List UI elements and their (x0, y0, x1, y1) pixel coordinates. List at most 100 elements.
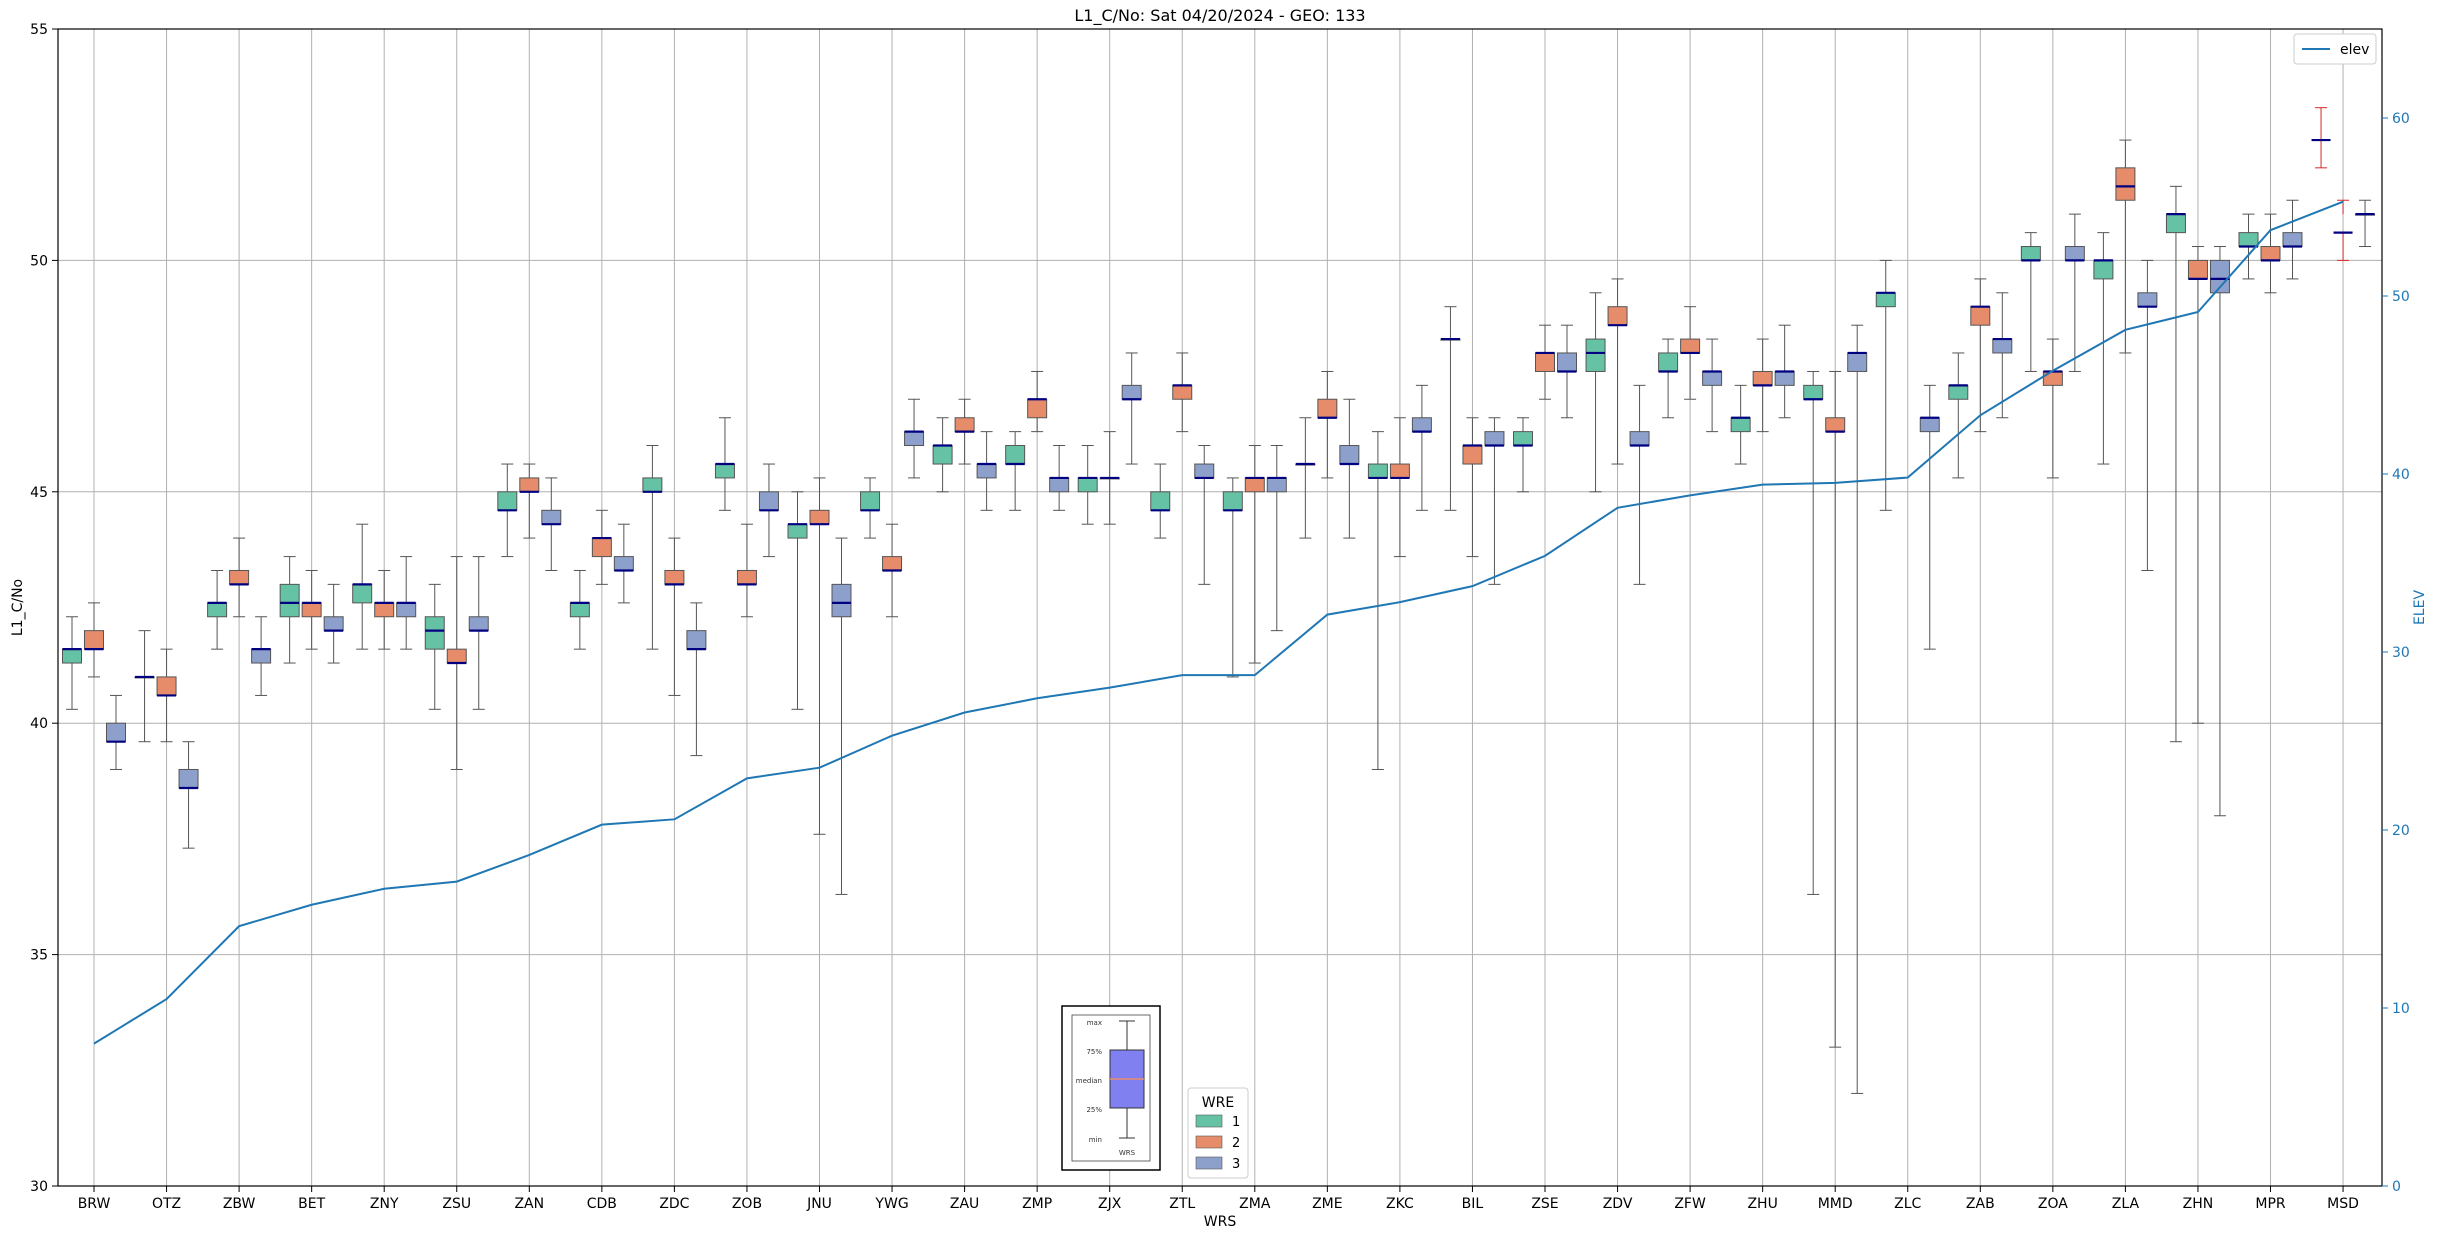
box-wre-2 (2115, 167, 2136, 201)
x-tick-label: ZAN (514, 1196, 544, 1212)
box-wre-2 (2260, 246, 2281, 261)
elev-legend-box (2293, 33, 2377, 65)
box-wre-3 (106, 722, 126, 743)
elev-line (93, 200, 2344, 1045)
key-label: max (1087, 1019, 1102, 1027)
x-tick-label: ZJX (1098, 1196, 1122, 1212)
x-tick-label: MSD (2327, 1196, 2359, 1212)
box-wre-2 (591, 537, 612, 558)
box-wre-2 (2042, 370, 2063, 386)
box-wre-3 (323, 616, 344, 632)
y-tick-label: 45 (30, 485, 48, 501)
y-tick-label: 30 (30, 1179, 48, 1195)
x-tick-label: ZDC (659, 1196, 689, 1212)
box-wre-3 (1919, 417, 1940, 433)
y2-tick-label: 30 (2392, 645, 2410, 661)
box-wre-2 (2187, 259, 2208, 280)
x-tick-label: BET (298, 1196, 325, 1212)
wre-legend-label: 1 (1232, 1115, 1240, 1130)
box-wre-2 (229, 569, 250, 585)
box-wre-1 (279, 583, 300, 618)
box-wre-2 (156, 676, 177, 696)
box-wre-3 (976, 463, 997, 479)
box-wre-3 (541, 509, 562, 525)
box-wre-3 (613, 556, 634, 571)
y2-tick-label: 20 (2392, 823, 2410, 839)
box-wre-1 (1077, 477, 1098, 493)
x-tick-label: ZDV (1603, 1196, 1633, 1212)
box-wre-3 (1484, 431, 1505, 447)
key-label: 75% (1086, 1048, 1102, 1056)
box-wre-3 (1339, 445, 1360, 465)
elev-legend-label: elev (2340, 42, 2369, 58)
wre-legend-title: WRE (1202, 1095, 1234, 1111)
box-wre-3 (2137, 292, 2158, 308)
box-wre-3 (1411, 417, 1432, 433)
x-tick-label: CDB (587, 1196, 617, 1212)
box-wre-3 (468, 616, 489, 632)
y2-tick-label: 40 (2392, 467, 2410, 483)
wre-legend-swatch (1195, 1156, 1223, 1170)
box-wre-2 (1535, 352, 1555, 372)
x-tick-label: MMD (1818, 1196, 1853, 1212)
box-wre-3 (1557, 352, 1577, 372)
box-wre-1 (1150, 491, 1171, 511)
box-wre-2 (1970, 306, 1991, 326)
box-wre-1 (1875, 292, 1896, 308)
box-wre-1 (2020, 246, 2041, 261)
box-wre-3 (758, 491, 779, 511)
x-tick-label: ZAB (1966, 1196, 1995, 1212)
box-wre-1 (1730, 417, 1751, 433)
x-tick-label: ZME (1312, 1196, 1343, 1212)
x-tick-label: ZLC (1894, 1196, 1921, 1212)
box-wre-1 (860, 491, 881, 511)
box-wre-2 (1389, 463, 1410, 479)
box-wre-2 (954, 417, 975, 433)
y2-axis-label: ELEV (2412, 590, 2428, 625)
x-tick-label: MPR (2255, 1196, 2286, 1212)
box-wre-1 (62, 648, 82, 664)
wre-legend-label: 2 (1232, 1136, 1240, 1151)
box-wre-2 (1680, 338, 1701, 354)
wre-legend-swatch (1195, 1135, 1223, 1149)
box-wre-2 (1462, 445, 1483, 465)
y2-tick-label: 0 (2392, 1179, 2401, 1195)
y-tick-label: 35 (30, 948, 48, 964)
box-wre-2 (1317, 398, 1338, 419)
y-tick-label: 50 (30, 253, 48, 269)
box-wre-1 (714, 463, 735, 479)
box-wre-1 (497, 491, 518, 511)
box-wre-1 (2238, 232, 2259, 248)
box-wre-3 (1992, 338, 2013, 354)
y2-tick-label: 10 (2392, 1001, 2410, 1017)
key-label: median (1076, 1077, 1102, 1085)
box-wre-2 (84, 630, 104, 650)
x-tick-label: ZKC (1386, 1196, 1414, 1212)
key-label: min (1089, 1136, 1102, 1144)
x-tick-label: ZHN (2183, 1196, 2214, 1212)
box-wre-2 (374, 602, 395, 618)
box-wre-1 (569, 602, 590, 618)
x-tick-label: ZNY (370, 1196, 399, 1212)
x-tick-label: ZOB (732, 1196, 762, 1212)
box-wre-3 (2282, 232, 2303, 248)
box-wre-3 (1774, 370, 1795, 386)
box-wre-2 (882, 556, 903, 571)
box-wre-2 (664, 569, 685, 585)
box-wre-2 (736, 569, 757, 585)
box-wre-3 (1121, 384, 1142, 400)
box-wre-1 (642, 477, 663, 493)
box-wre-1 (207, 602, 228, 618)
box-wre-3 (1629, 431, 1650, 447)
box-wre-1 (2093, 259, 2114, 280)
box-wre-1 (1222, 491, 1243, 511)
y-axis-label: L1_C/No (10, 579, 26, 636)
box-wre-1 (1658, 352, 1679, 372)
x-tick-label: ZOA (2038, 1196, 2068, 1212)
box-wre-1 (1005, 445, 1026, 465)
box-wre-1 (1513, 431, 1533, 447)
y2-tick-label: 50 (2392, 289, 2410, 305)
box-wre-3 (1049, 477, 1070, 493)
